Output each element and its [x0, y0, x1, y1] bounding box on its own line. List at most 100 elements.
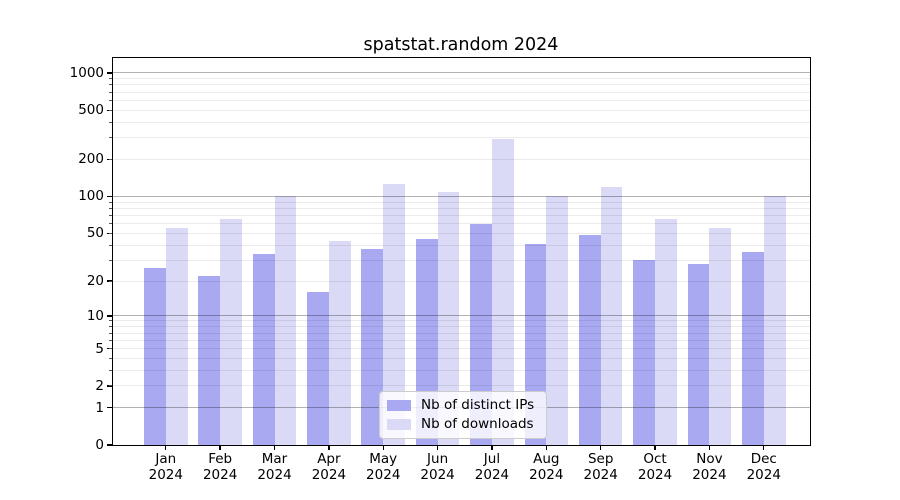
y-minor-tick-mark	[109, 385, 112, 387]
y-tick-label: 0	[95, 437, 104, 453]
minor-gridline	[113, 385, 810, 387]
y-tick-label: 10	[86, 307, 104, 324]
minor-gridline	[113, 137, 810, 139]
y-minor-tick-mark	[109, 326, 112, 328]
bar-ips-jan	[144, 267, 166, 445]
y-minor-tick-mark	[109, 348, 112, 349]
bar-downloads-nov	[709, 228, 732, 445]
y-tick-mark	[107, 315, 112, 317]
y-minor-tick-mark	[109, 259, 112, 261]
legend-swatch-distinct-ips	[387, 399, 411, 411]
minor-gridline	[113, 91, 810, 93]
legend-item-downloads: Nb of downloads	[387, 416, 534, 432]
y-minor-tick-mark	[109, 214, 112, 216]
bar-ips-mar	[252, 253, 275, 445]
y-minor-tick-mark	[109, 84, 112, 86]
y-minor-tick-mark	[109, 369, 112, 371]
bar-downloads-aug	[546, 196, 569, 445]
x-tick-mark	[219, 445, 221, 450]
y-tick-mark	[107, 444, 112, 446]
bar-ips-may	[361, 249, 384, 445]
y-tick-mark	[107, 72, 112, 74]
x-tick-mark	[436, 445, 439, 450]
bar-downloads-may	[383, 184, 406, 445]
x-tick-label: Feb 2024	[202, 451, 238, 483]
x-tick-label: Sep 2024	[583, 451, 618, 483]
x-tick-mark	[763, 445, 765, 450]
bar-ips-dec	[741, 252, 764, 445]
y-minor-tick-mark	[109, 357, 112, 359]
y-minor-tick-mark	[109, 121, 112, 123]
minor-gridline	[113, 121, 810, 123]
minor-gridline	[113, 348, 810, 349]
y-minor-tick-mark	[109, 244, 112, 246]
y-minor-tick-mark	[109, 78, 112, 80]
x-tick-mark	[545, 445, 547, 450]
x-tick-mark	[654, 445, 656, 450]
bar-downloads-sep	[600, 186, 623, 445]
major-gridline	[113, 72, 810, 74]
y-tick-label: 5	[95, 340, 104, 357]
y-minor-tick-mark	[109, 137, 112, 139]
y-tick-label: 1000	[69, 64, 104, 81]
minor-gridline	[113, 339, 810, 341]
x-tick-mark	[382, 445, 384, 450]
minor-gridline	[113, 84, 810, 86]
y-minor-tick-mark	[109, 158, 112, 160]
y-tick-label: 20	[86, 273, 104, 290]
y-tick-mark	[107, 195, 112, 198]
y-minor-tick-mark	[109, 320, 112, 322]
y-tick-label: 100	[78, 188, 104, 205]
bar-downloads-mar	[274, 196, 297, 445]
minor-gridline	[113, 332, 810, 334]
minor-gridline	[113, 369, 810, 371]
bar-ips-oct	[633, 260, 656, 445]
y-minor-tick-mark	[109, 207, 112, 209]
legend-item-distinct-ips: Nb of distinct IPs	[387, 397, 534, 413]
x-tick-mark	[599, 445, 602, 450]
minor-gridline	[113, 214, 810, 216]
bar-ips-sep	[578, 235, 601, 445]
bar-downloads-jul	[491, 138, 514, 445]
minor-gridline	[113, 357, 810, 359]
bar-downloads-oct	[655, 219, 677, 445]
y-minor-tick-mark	[109, 223, 112, 225]
y-minor-tick-mark	[109, 332, 112, 334]
minor-gridline	[113, 320, 810, 322]
minor-gridline	[113, 78, 810, 80]
bar-downloads-apr	[328, 241, 351, 445]
minor-gridline	[113, 109, 810, 111]
y-tick-label: 500	[78, 102, 104, 119]
x-tick-label: Dec 2024	[746, 451, 781, 483]
bar-ips-feb	[198, 276, 221, 445]
y-minor-tick-mark	[109, 99, 112, 101]
x-tick-mark	[491, 445, 493, 450]
x-tick-label: Jun 2024	[420, 451, 455, 483]
y-tick-label: 200	[78, 151, 104, 168]
minor-gridline	[113, 99, 810, 101]
y-minor-tick-mark	[109, 232, 112, 234]
y-minor-tick-mark	[109, 91, 112, 93]
major-gridline	[113, 195, 810, 197]
major-gridline	[113, 315, 810, 317]
x-tick-label: Jul 2024	[474, 451, 510, 483]
x-tick-mark	[328, 445, 330, 450]
legend-swatch-downloads	[387, 418, 411, 430]
chart-title: spatstat.random 2024	[363, 35, 559, 55]
x-tick-label: Aug 2024	[529, 451, 564, 483]
bar-downloads-jan	[165, 228, 188, 445]
bar-ips-apr	[307, 292, 329, 445]
minor-gridline	[113, 223, 810, 225]
bar-downloads-jun	[437, 192, 460, 445]
x-tick-label: Nov 2024	[692, 451, 727, 483]
minor-gridline	[113, 207, 810, 209]
x-tick-mark	[273, 445, 276, 450]
y-tick-label: 50	[86, 225, 104, 242]
bar-ips-nov	[687, 263, 710, 445]
minor-gridline	[113, 158, 810, 160]
y-minor-tick-mark	[109, 339, 112, 341]
y-minor-tick-mark	[109, 280, 112, 282]
bar-ips-jul	[470, 223, 492, 445]
x-tick-label: Oct 2024	[637, 451, 673, 483]
